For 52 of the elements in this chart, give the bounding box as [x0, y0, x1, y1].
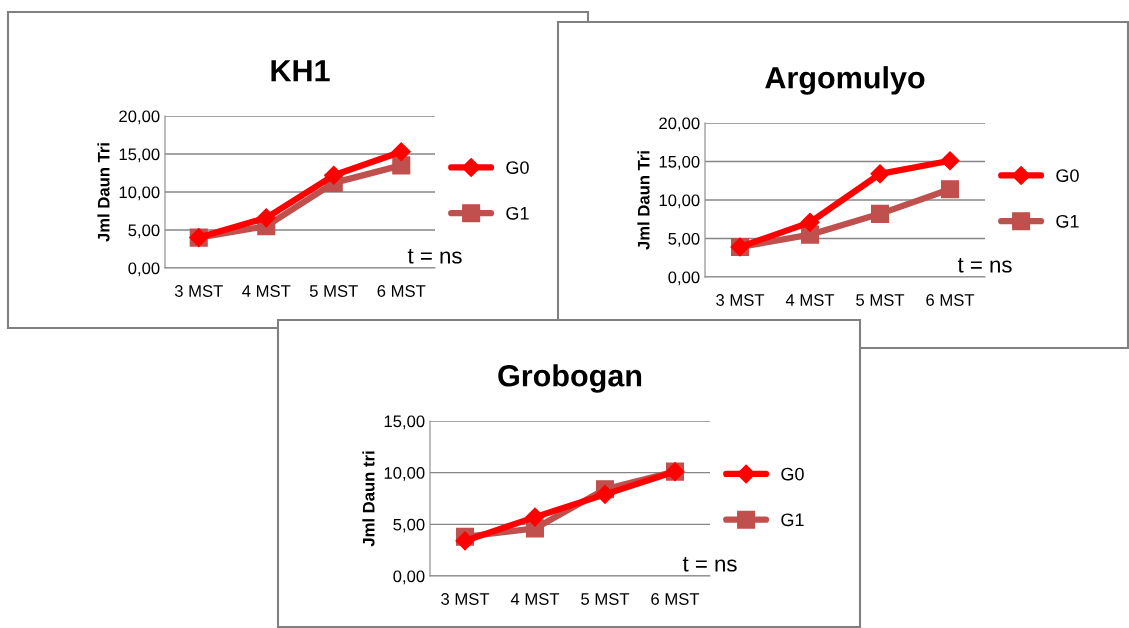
point: [870, 164, 890, 184]
point: [800, 212, 820, 232]
y-tick-label: 15,00: [119, 148, 160, 163]
annotation: t = ns: [682, 557, 737, 572]
y-tick-label: 15,00: [384, 415, 425, 430]
y-axis-title: Jml Daun tri: [362, 451, 375, 547]
chart-title: Argomulyo: [765, 66, 925, 95]
chart-title: Grobogan: [498, 364, 642, 393]
x-tick-label: 4 MST: [785, 294, 835, 306]
legend-label: G0: [1056, 169, 1079, 182]
x-tick-label: 6 MST: [377, 285, 426, 297]
x-tick-label: 5 MST: [309, 285, 358, 297]
y-tick-label: 10,00: [119, 186, 160, 201]
y-axis-title: Jml Daun Tri: [97, 143, 110, 242]
y-tick-label: 5,00: [668, 232, 700, 247]
point: [870, 204, 890, 223]
x-tick-label: 3 MST: [716, 294, 765, 306]
y-axis-title: Jml Daun Tri: [637, 151, 650, 250]
y-tick-label: 0,00: [128, 262, 160, 277]
y-tick-label: 0,00: [393, 570, 425, 585]
y-tick-label: 10,00: [659, 194, 700, 209]
y-tick-label: 10,00: [384, 467, 425, 481]
x-tick-label: 4 MST: [510, 593, 560, 605]
x-tick-label: 3 MST: [174, 285, 223, 297]
annotation: t = ns: [407, 249, 462, 264]
x-tick-label: 3 MST: [441, 593, 490, 605]
point: [525, 507, 545, 527]
x-tick-label: 6 MST: [651, 593, 700, 605]
legend-label: G1: [1056, 214, 1079, 228]
point: [324, 165, 344, 185]
legend-label: G1: [781, 513, 804, 527]
x-tick-label: 5 MST: [856, 294, 905, 306]
x-tick-label: 5 MST: [581, 593, 630, 605]
point: [455, 531, 475, 551]
legend-label: G1: [506, 206, 529, 220]
y-tick-label: 20,00: [659, 117, 700, 132]
annotation: t = ns: [957, 258, 1012, 273]
legend-label: G0: [506, 161, 529, 174]
y-tick-label: 5,00: [128, 224, 160, 239]
y-tick-label: 15,00: [659, 155, 700, 170]
y-tick-label: 5,00: [393, 518, 425, 533]
point: [595, 484, 615, 504]
y-tick-label: 0,00: [668, 271, 700, 286]
point: [940, 180, 960, 199]
point: [391, 142, 411, 162]
y-tick-label: 20,00: [119, 110, 160, 125]
chart-title: KH1: [271, 60, 330, 82]
x-tick-label: 6 MST: [926, 294, 975, 306]
legend-label: G0: [781, 467, 804, 481]
point: [256, 208, 276, 228]
x-tick-label: 4 MST: [242, 285, 291, 297]
point: [940, 151, 960, 171]
